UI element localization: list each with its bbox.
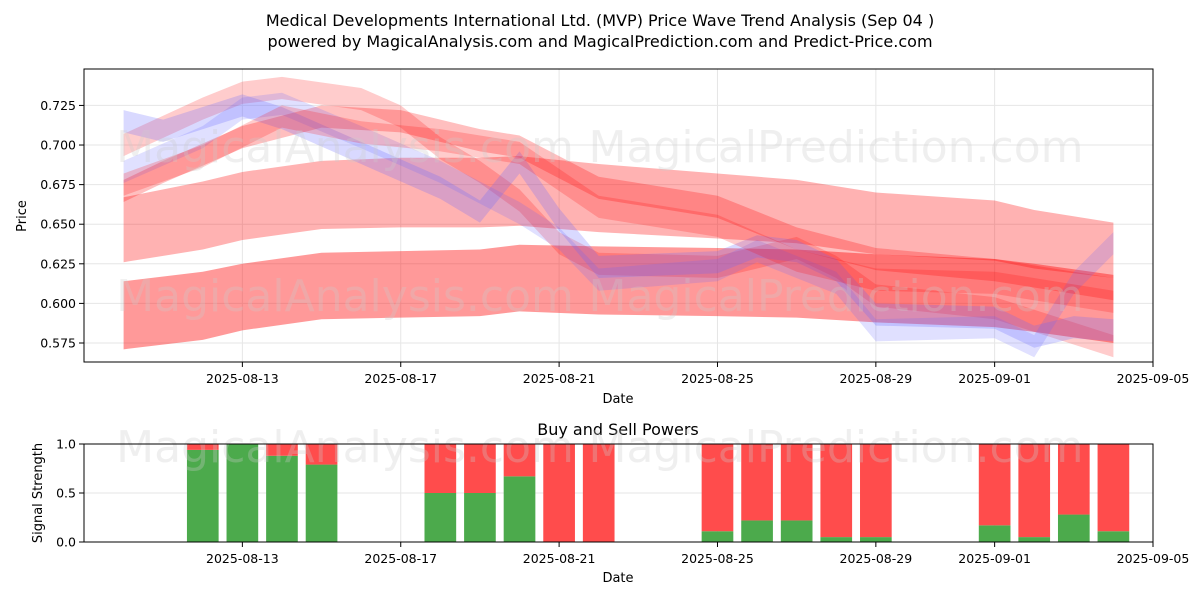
price-wave-band: [123, 156, 1114, 279]
watermark-text: MagicalPrediction.com: [589, 422, 1084, 473]
chart-subtitle: powered by MagicalAnalysis.com and Magic…: [267, 32, 932, 51]
buy-bar: [226, 444, 259, 542]
sell-bar: [978, 444, 1011, 526]
watermark-text: MagicalPrediction.com: [589, 122, 1084, 173]
sell-bar: [780, 444, 813, 521]
top-x-tick-label: 2025-08-17: [364, 371, 437, 386]
buy-bar: [701, 531, 734, 542]
buy-bar: [464, 493, 496, 542]
watermark-text: MagicalPrediction.com: [589, 271, 1084, 322]
buy-bar: [1097, 531, 1130, 542]
buy-bar: [305, 464, 338, 542]
top-x-tick-label: 2025-09-05: [1117, 371, 1190, 386]
sell-bar: [1057, 444, 1090, 515]
price-wave-band: [123, 76, 1114, 358]
top-y-tick-label: 0.725: [40, 98, 76, 113]
top-x-axis-label: Date: [602, 392, 633, 407]
bottom-chart-title: Buy and Sell Powers: [537, 420, 699, 439]
bottom-y-axis-label: Signal Strength: [31, 443, 46, 543]
price-wave-band: [123, 94, 1114, 348]
price-wave-band: [123, 244, 1114, 350]
sell-bar: [1018, 444, 1051, 538]
top-y-tick-label: 0.675: [40, 177, 76, 192]
top-grid: [84, 69, 1154, 362]
top-y-tick-label: 0.625: [40, 256, 76, 271]
bottom-x-tick-label: 2025-08-21: [523, 551, 596, 566]
top-x-tick-label: 2025-09-01: [958, 371, 1031, 386]
bottom-x-tick-label: 2025-08-29: [840, 551, 913, 566]
top-x-tick-label: 2025-08-13: [206, 371, 279, 386]
top-y-tick-label: 0.650: [40, 217, 76, 232]
bottom-x-ticks: 2025-08-13 2025-08-17 2025-08-21 2025-08-25…: [206, 542, 1189, 566]
sell-bar: [860, 444, 892, 538]
buy-bar: [820, 537, 853, 542]
sell-bar: [503, 444, 536, 477]
top-y-axis-label: Price: [15, 200, 30, 232]
watermark-text: MagicalAnalysis.com: [116, 122, 574, 173]
buy-bar: [186, 449, 219, 542]
bottom-x-tick-label: 2025-09-05: [1117, 551, 1190, 566]
watermark-text: MagicalAnalysis.com: [116, 271, 574, 322]
top-plot-frame: [83, 68, 1154, 363]
buy-bar: [741, 520, 773, 542]
top-watermarks: MagicalAnalysis.com MagicalPrediction.com…: [116, 122, 1083, 322]
chart-title: Medical Developments International Ltd. …: [266, 11, 934, 30]
top-x-tick-label: 2025-08-21: [523, 371, 596, 386]
sell-bar: [701, 444, 734, 532]
bottom-watermarks: MagicalAnalysis.com MagicalPrediction.com: [116, 422, 1083, 473]
sell-bar: [464, 444, 496, 493]
sell-bar: [543, 444, 575, 542]
sell-bar: [266, 444, 298, 456]
sell-bar: [186, 444, 219, 450]
sell-bar: [305, 444, 338, 465]
buy-bar: [978, 525, 1011, 542]
price-wave-band: [123, 92, 1114, 358]
sell-bar: [582, 444, 615, 542]
bottom-x-tick-label: 2025-08-17: [364, 551, 437, 566]
price-wave-band: [123, 105, 1114, 313]
sell-bar: [741, 444, 773, 521]
buy-bar: [503, 476, 536, 542]
buy-bar: [424, 493, 457, 542]
signal-bars: [186, 444, 1130, 542]
top-x-tick-label: 2025-08-29: [840, 371, 913, 386]
bottom-x-axis-label: Date: [602, 571, 633, 586]
bottom-y-tick-label: 0.5: [56, 486, 76, 501]
watermark-text: MagicalAnalysis.com: [116, 422, 574, 473]
sell-bar: [1097, 444, 1130, 532]
price-wave-bands: [123, 76, 1114, 358]
bottom-x-tick-label: 2025-08-25: [681, 551, 754, 566]
top-y-tick-label: 0.600: [40, 296, 76, 311]
bottom-y-tick-label: 1.0: [56, 437, 76, 452]
buy-bar: [860, 537, 892, 542]
top-y-tick-label: 0.575: [40, 335, 76, 350]
top-x-tick-label: 2025-08-25: [681, 371, 754, 386]
top-x-ticks: 2025-08-13 2025-08-17 2025-08-21 2025-08-25…: [206, 362, 1189, 386]
bottom-y-ticks: 0.0 0.5 1.0: [56, 437, 84, 550]
sell-bar: [820, 444, 853, 538]
sell-bar: [424, 444, 457, 493]
price-wave-band: [123, 105, 1114, 301]
buy-bar: [780, 520, 813, 542]
buy-bar: [266, 455, 298, 542]
bottom-y-tick-label: 0.0: [56, 535, 76, 550]
buy-bar: [1018, 537, 1051, 542]
bottom-x-tick-label: 2025-09-01: [958, 551, 1031, 566]
buy-bar: [1057, 514, 1090, 542]
top-y-tick-label: 0.700: [40, 138, 76, 153]
bottom-x-tick-label: 2025-08-13: [206, 551, 279, 566]
top-y-ticks: 0.575 0.600 0.625 0.650 0.675 0.700 0.725: [40, 98, 84, 350]
